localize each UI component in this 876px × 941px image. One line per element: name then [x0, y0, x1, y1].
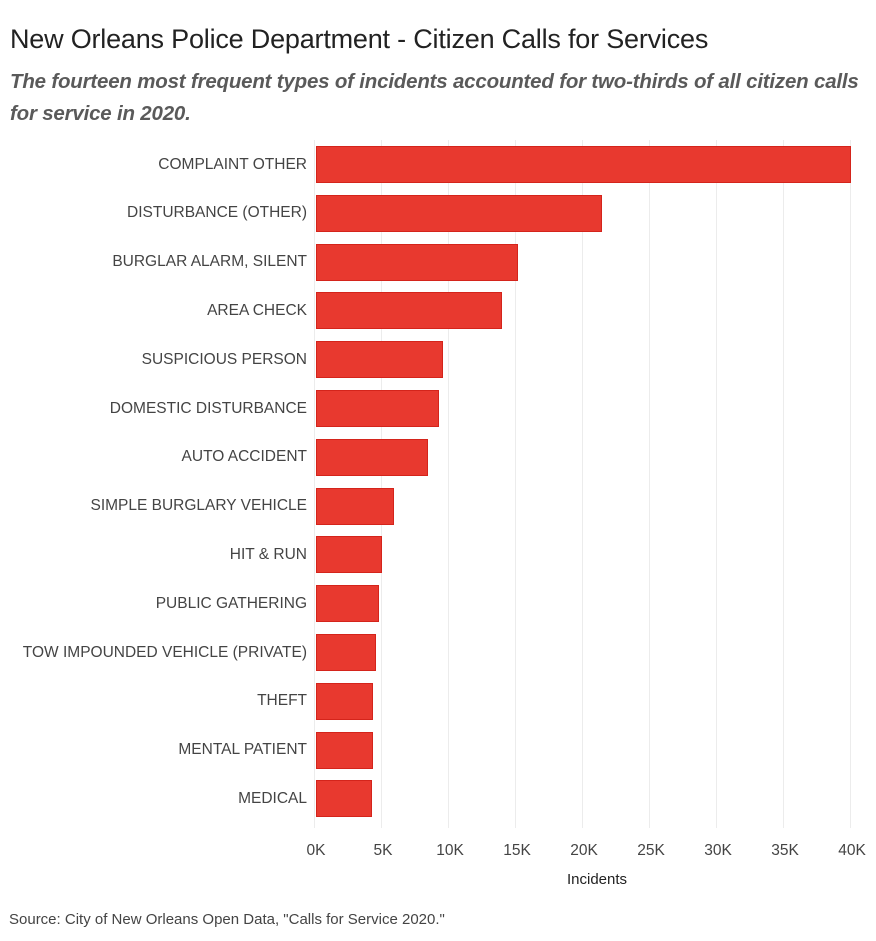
- x-tick-label: 25K: [637, 842, 665, 859]
- category-label: AREA CHECK: [207, 301, 307, 319]
- chart-subtitle: The fourteen most frequent types of inci…: [10, 70, 859, 125]
- gridline: [582, 140, 583, 828]
- x-tick-label: 35K: [771, 842, 799, 859]
- gridline: [448, 140, 449, 828]
- bar[interactable]: [316, 585, 379, 623]
- gridline: [716, 140, 717, 828]
- gridline: [783, 140, 784, 828]
- x-tick-label: 15K: [503, 842, 531, 859]
- category-label: AUTO ACCIDENT: [181, 448, 307, 466]
- gridline: [314, 140, 315, 828]
- category-label: MEDICAL: [238, 789, 307, 807]
- x-tick-label: 10K: [436, 842, 464, 859]
- category-label: BURGLAR ALARM, SILENT: [112, 253, 307, 271]
- gridline: [850, 140, 851, 828]
- chart-title: New Orleans Police Department - Citizen …: [10, 24, 709, 54]
- category-label: PUBLIC GATHERING: [155, 594, 307, 612]
- category-label: SIMPLE BURGLARY VEHICLE: [90, 497, 307, 515]
- bar[interactable]: [316, 536, 383, 574]
- category-label: COMPLAINT OTHER: [158, 155, 307, 173]
- bar[interactable]: [316, 341, 443, 379]
- x-tick-label: 30K: [704, 842, 732, 859]
- x-tick-label: 40K: [838, 842, 866, 859]
- category-label: DOMESTIC DISTURBANCE: [109, 399, 307, 417]
- gridline: [515, 140, 516, 828]
- category-label: SUSPICIOUS PERSON: [141, 350, 307, 368]
- bar[interactable]: [316, 243, 518, 281]
- bar[interactable]: [316, 390, 439, 427]
- category-label: MENTAL PATIENT: [178, 741, 307, 759]
- x-axis-label: Incidents: [566, 871, 628, 888]
- bar[interactable]: [316, 780, 372, 818]
- bar[interactable]: [316, 292, 502, 330]
- category-label: TOW IMPOUNDED VEHICLE (PRIVATE): [22, 643, 307, 661]
- x-tick-label: 5K: [373, 842, 393, 859]
- bar[interactable]: [316, 487, 395, 525]
- bar[interactable]: [316, 146, 852, 183]
- x-tick-label: 20K: [570, 842, 598, 859]
- bar[interactable]: [316, 731, 373, 769]
- category-label: HIT & RUN: [229, 545, 307, 563]
- bar[interactable]: [316, 194, 603, 232]
- bar[interactable]: [316, 634, 376, 671]
- category-label: DISTURBANCE (OTHER): [127, 204, 307, 222]
- x-tick-label: 0K: [306, 842, 326, 859]
- category-label: THEFT: [257, 692, 307, 710]
- source-note: Source: City of New Orleans Open Data, "…: [9, 911, 445, 928]
- gridline: [381, 140, 382, 828]
- gridline: [649, 140, 650, 828]
- bar[interactable]: [316, 682, 373, 720]
- bar[interactable]: [316, 438, 428, 476]
